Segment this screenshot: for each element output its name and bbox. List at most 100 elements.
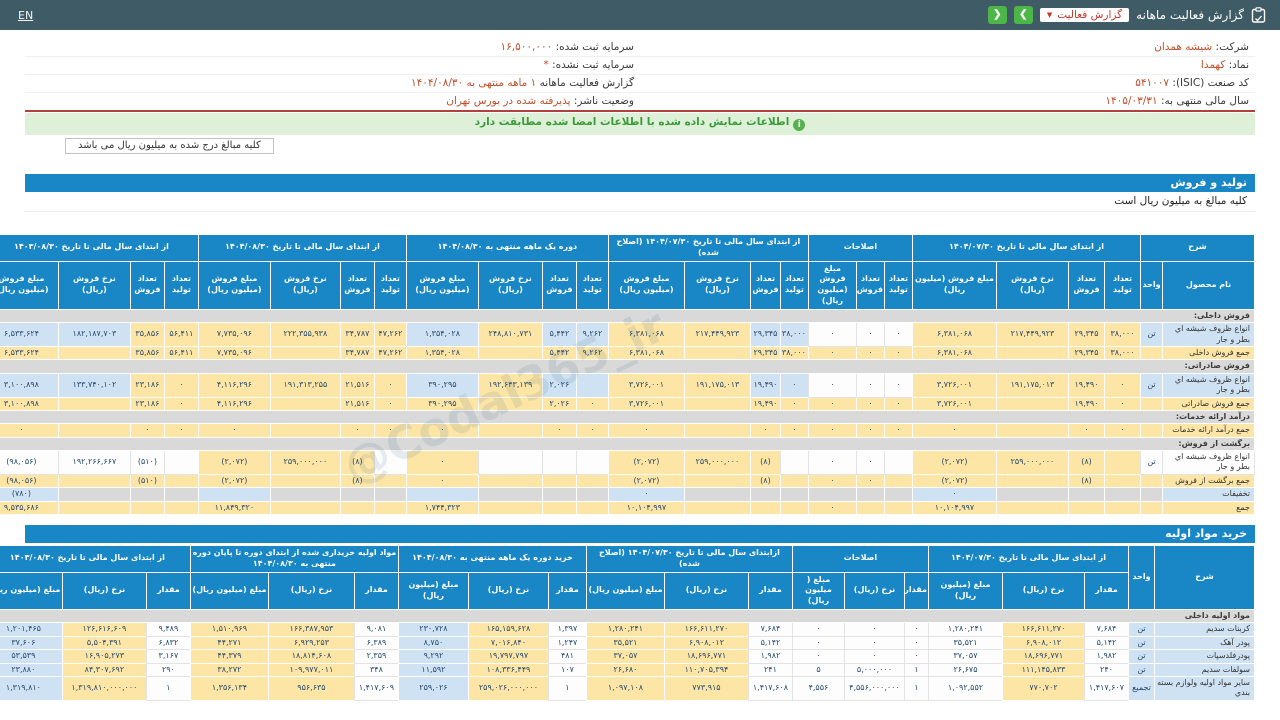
section-raw-materials-header: خرید مواد اولیه — [25, 525, 1255, 544]
data-cell: ۳,۱۰۰,۸۹۸ — [0, 396, 59, 411]
data-cell — [995, 473, 1069, 489]
category-row: فروش صادراتی: — [0, 359, 1256, 374]
data-cell: ۲۳,۸۸۰ — [0, 662, 63, 677]
data-cell — [807, 487, 857, 502]
data-cell: ۱,۳۹۷ — [547, 622, 587, 637]
data-cell: ۲۴۰ — [1084, 662, 1129, 677]
data-cell — [405, 487, 479, 502]
data-cell: ۲۹۰ — [145, 662, 191, 677]
column-header: نرخ (ریال) — [843, 571, 905, 611]
data-cell — [477, 345, 543, 361]
next-report-button[interactable]: ❯ — [1013, 6, 1033, 24]
data-cell: ۳۸,۰۰۰ — [1103, 345, 1141, 361]
data-cell: ۴۸۱ — [547, 649, 587, 664]
data-cell — [477, 396, 543, 411]
data-cell: ۰ — [163, 423, 199, 438]
data-cell: ۱,۳۱۹,۸۱۰,۰۰۰,۰۰۰ — [61, 675, 147, 701]
column-header: نرخ (ریال) — [267, 571, 355, 611]
data-cell: ۶,۹۰۸,۰۱۲ — [1002, 635, 1085, 651]
data-cell: ۰ — [883, 322, 913, 347]
column-header: مقدار — [145, 571, 191, 611]
page-title: گزارش فعالیت ماهانه — [1136, 8, 1244, 22]
previous-report-button[interactable]: ❮ — [987, 6, 1007, 24]
data-cell: ۷,۷۳۵,۰۹۶ — [197, 345, 271, 361]
data-cell: ۲۳۰,۷۲۸ — [397, 622, 469, 637]
data-cell: ۱۰۷ — [547, 662, 587, 677]
data-cell: ۷۷۳,۹۱۵ — [663, 675, 749, 701]
ticker-value: کهمدا — [1200, 59, 1226, 71]
report-type-select[interactable]: گزارش فعالیت ▼ — [1039, 8, 1130, 22]
data-cell: ۱۹۲,۲۶۶,۶۶۷ — [57, 450, 131, 475]
table-row: جمع فروش صادراتی ۰ ۱۹,۴۹۰ ۳,۷۲۶,۰۰۱ ۰ ۰ ۰ ۰ ۱۹,۴… — [0, 396, 1255, 411]
column-header: تعداد فروش — [1067, 260, 1105, 310]
data-cell: ۴۴,۲۷۱ — [189, 635, 269, 651]
data-cell: ۹,۵۳۵,۶۸۶ — [0, 500, 59, 516]
data-cell — [575, 473, 609, 489]
category-row-label: درآمد ارائه خدمات: — [0, 409, 1256, 425]
table-row: جمع برگشت از فروش (۸) (۲,۰۷۲) ۰ ۰ (۸) (۲,۰۷۲) ۰… — [0, 473, 1255, 489]
row-label: انواع ظروف شیشه اي بطر و جار — [1162, 372, 1255, 398]
data-cell: ۱۸,۶۹۶,۷۷۱ — [663, 649, 749, 664]
data-cell: ۳۵,۵۲۱ — [585, 635, 665, 651]
table-row: پودر آهک تن ۵,۱۴۲ ۶,۹۰۸,۰۱۲ ۳۵,۵۲۱ ۰ ۰ ۰ ۵,۱۴۲ ۶,… — [0, 635, 1255, 651]
column-header: از ابتدای سال مالی تا تاریخ ۱۴۰۴/۰۸/۳۰ — [197, 234, 407, 262]
data-cell: ۶,۹۰۸,۰۱۲ — [663, 635, 749, 651]
column-header: نرخ فروش (ریال) — [477, 260, 543, 310]
data-cell: ۶,۳۸۹ — [353, 635, 399, 651]
data-cell — [995, 345, 1069, 361]
data-cell: ۲۱۷,۴۴۹,۹۲۳ — [995, 322, 1069, 347]
data-cell — [995, 487, 1069, 502]
column-header: نرخ (ریال) — [1002, 571, 1085, 611]
data-cell: ۱,۹۸۲ — [1084, 649, 1129, 664]
column-header: از ابتدای سال مالی تا تاریخ ۱۴۰۴/۰۷/۳۰ (… — [607, 234, 809, 262]
column-header: واحد — [1128, 545, 1155, 611]
data-cell: ۱۹,۴۹۰ — [1067, 396, 1105, 411]
info-row: سال مالی منتهی به: ۱۴۰۵/۰۳/۳۱ وضعیت ناشر… — [25, 92, 1255, 111]
data-cell: ۲۵۹,۰۲۶ — [397, 675, 469, 701]
column-header: مواد اولیه خریداری شده از ابتدای دوره تا… — [189, 545, 399, 573]
data-cell: ۵ — [791, 662, 845, 677]
data-cell: ۱,۵۱۰,۹۶۹ — [189, 622, 269, 637]
data-cell: ۰ — [1103, 372, 1141, 398]
data-cell: ۰ — [749, 423, 781, 438]
data-cell: ۰ — [791, 649, 845, 664]
data-cell: ۳۸,۰۰۰ — [779, 345, 809, 361]
column-header: مبلغ (میلیون ریال) — [0, 571, 63, 611]
data-cell — [1103, 500, 1141, 516]
data-cell — [477, 423, 543, 438]
data-cell: ۱۱۱,۱۴۵,۸۳۳ — [1002, 662, 1085, 677]
report-period-label: گزارش فعالیت ماهانه — [539, 77, 634, 89]
data-cell — [57, 473, 131, 489]
data-cell: ۱,۳۵۴,۰۲۸ — [405, 345, 479, 361]
category-row: برگشت از فروش: — [0, 436, 1256, 452]
data-cell: تن — [1139, 372, 1164, 398]
data-cell: تن — [1128, 622, 1155, 637]
data-cell — [779, 473, 809, 489]
table-row: انواع ظروف شیشه اي بطر و جار تن ۰ ۱۹,۴۹۰ ۱۹۱… — [0, 372, 1255, 398]
data-cell — [129, 487, 165, 502]
data-cell: ۴۷,۲۶۲ — [373, 345, 407, 361]
data-cell — [57, 396, 131, 411]
data-cell — [575, 500, 609, 516]
data-cell — [1139, 396, 1164, 411]
data-cell: (۲,۰۷۲) — [197, 473, 271, 489]
data-cell: ۱,۲۴۷ — [547, 635, 587, 651]
data-cell: ۱۶۶,۶۱۱,۲۷۰ — [1002, 622, 1085, 637]
data-cell: ۸۴,۳۰۷,۶۹۲ — [61, 662, 147, 677]
data-cell: ۳۵,۵۲۱ — [927, 635, 1004, 651]
data-cell: ۲۱,۵۱۶ — [339, 396, 375, 411]
language-toggle-en[interactable]: EN — [18, 8, 34, 22]
data-cell: (۸) — [749, 473, 781, 489]
data-cell — [683, 423, 751, 438]
data-cell: ۲۱۷,۴۴۹,۹۲۳ — [683, 322, 751, 347]
data-cell: ۷,۶۸۴ — [747, 622, 793, 637]
column-header: تعداد تولید — [575, 260, 609, 310]
category-row-label: فروش صادراتی: — [0, 359, 1256, 374]
row-label: انواع ظروف شیشه اي بطر و جار — [1162, 450, 1255, 475]
category-row-label: برگشت از فروش: — [0, 436, 1256, 452]
data-cell: ۱۰,۱۰۴,۹۹۷ — [911, 500, 997, 516]
column-header: مبلغ فروش (میلیون ریال) — [197, 260, 271, 310]
data-cell — [1139, 345, 1164, 361]
data-cell: ۲,۰۲۶ — [541, 372, 577, 398]
